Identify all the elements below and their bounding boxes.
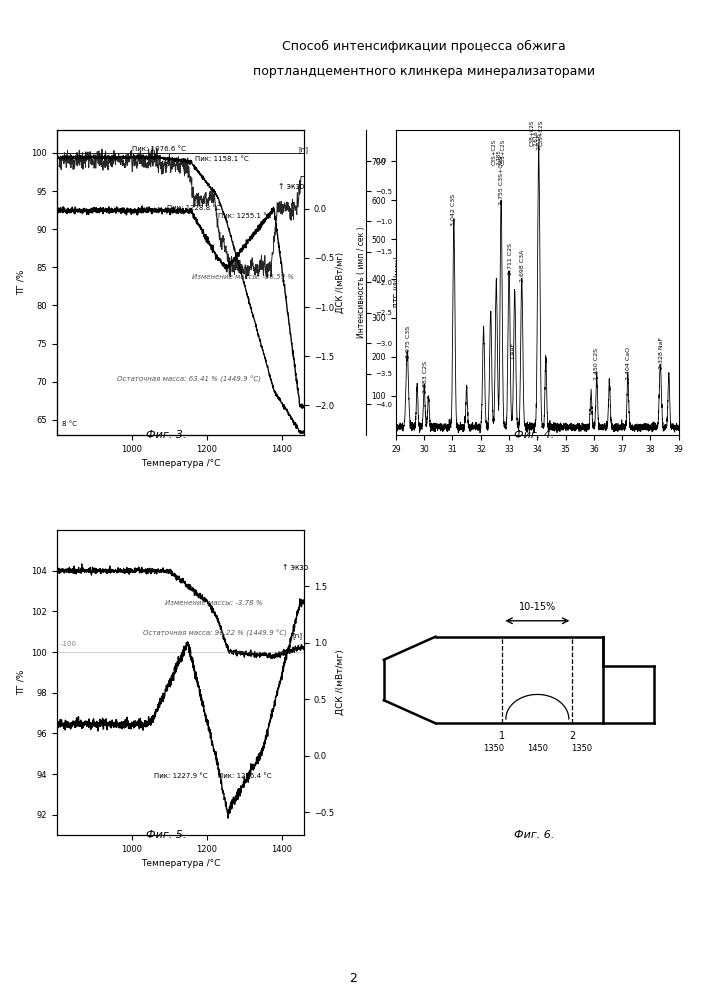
- Text: 2.698 С3А: 2.698 С3А: [520, 250, 525, 282]
- Text: 2: 2: [569, 731, 575, 741]
- Text: Пик: 1158.1 °С: Пик: 1158.1 °С: [195, 156, 249, 162]
- Text: Пик: 1076.6 °С: Пик: 1076.6 °С: [132, 146, 185, 152]
- Text: 2.975 С3S: 2.975 С3S: [406, 325, 411, 358]
- Text: 1350: 1350: [571, 744, 592, 753]
- Y-axis label: ДТГ /(%/мин): ДТГ /(%/мин): [394, 256, 403, 308]
- Text: Фиг. 4.: Фиг. 4.: [513, 430, 554, 440]
- Y-axis label: ДСК /(мВт/мг): ДСК /(мВт/мг): [335, 252, 344, 313]
- Text: 2.616: 2.616: [536, 133, 542, 150]
- Text: 2.616: 2.616: [534, 130, 539, 146]
- Text: 8 °С: 8 °С: [62, 421, 77, 427]
- Text: 10-15%: 10-15%: [519, 602, 556, 612]
- X-axis label: Температура /°С: Температура /°С: [141, 459, 220, 468]
- Text: 1450: 1450: [527, 744, 548, 753]
- Text: Изменение массы: -3.78 %: Изменение массы: -3.78 %: [165, 600, 263, 606]
- X-axis label: Температура /°С: Температура /°С: [141, 859, 220, 868]
- Text: 1: 1: [499, 731, 506, 741]
- Text: 2.883 С2S: 2.883 С2S: [423, 361, 428, 393]
- Text: 2.450 С2S: 2.450 С2S: [594, 348, 600, 380]
- Text: Способ интенсификации процесса обжига: Способ интенсификации процесса обжига: [282, 40, 566, 53]
- Text: ↑ экзо: ↑ экзо: [278, 182, 304, 191]
- Text: Фиг. 5.: Фиг. 5.: [146, 830, 187, 840]
- Text: 2.755 С3S+С2S: 2.755 С3S+С2S: [498, 156, 503, 205]
- Text: 2.404 СаО: 2.404 СаО: [626, 347, 631, 380]
- Text: 2.711 С2S: 2.711 С2S: [508, 243, 513, 275]
- Text: портландцементного клинкера минерализаторами: портландцементного клинкера минерализато…: [253, 65, 595, 78]
- Text: С3B+С2S: С3B+С2S: [530, 119, 534, 146]
- Text: С3S+С2S: С3S+С2S: [491, 139, 496, 165]
- Text: Пик: 1227.9 °С: Пик: 1227.9 °С: [154, 773, 208, 779]
- Text: С4АF: С4АF: [510, 342, 516, 358]
- Text: Фиг. 6.: Фиг. 6.: [513, 830, 554, 840]
- Text: 2.785: 2.785: [496, 149, 501, 165]
- Text: С3S+С2S: С3S+С2S: [539, 119, 544, 146]
- Text: Изменение массы: -36.59 %: Изменение массы: -36.59 %: [192, 274, 293, 280]
- Text: Фиг. 3.: Фиг. 3.: [146, 430, 187, 440]
- Y-axis label: ДСК /(мВт/мг): ДСК /(мВт/мг): [335, 650, 344, 715]
- Text: 1350: 1350: [483, 744, 504, 753]
- Text: Пик: 1255.1 °С: Пик: 1255.1 °С: [218, 213, 271, 219]
- Text: [n]: [n]: [298, 146, 308, 153]
- Y-axis label: ТГ /%: ТГ /%: [16, 670, 25, 695]
- Text: Остаточная масса: 96.22 % (1449.9 °С): Остаточная масса: 96.22 % (1449.9 °С): [143, 630, 287, 637]
- Text: ↑ экзо: ↑ экзо: [281, 563, 308, 572]
- Text: Пик: 1228.8 °С: Пик: 1228.8 °С: [167, 205, 221, 211]
- Text: 2.328 NaF: 2.328 NaF: [659, 337, 665, 369]
- Text: 3.042 С3S: 3.042 С3S: [451, 194, 457, 226]
- Y-axis label: ТГ /%: ТГ /%: [16, 270, 25, 295]
- Text: [n]: [n]: [293, 632, 303, 639]
- Text: С3S+С2S: С3S+С2S: [501, 139, 506, 165]
- Y-axis label: Интенсивность ( имп / сек ): Интенсивность ( имп / сек ): [357, 227, 366, 338]
- Text: Остаточная масса: 63.41 % (1449.9 °С): Остаточная масса: 63.41 % (1449.9 °С): [117, 376, 261, 383]
- Text: -100: -100: [60, 641, 76, 647]
- Text: 2: 2: [349, 972, 358, 985]
- Text: Пик: 1256.4 °С: Пик: 1256.4 °С: [218, 773, 271, 779]
